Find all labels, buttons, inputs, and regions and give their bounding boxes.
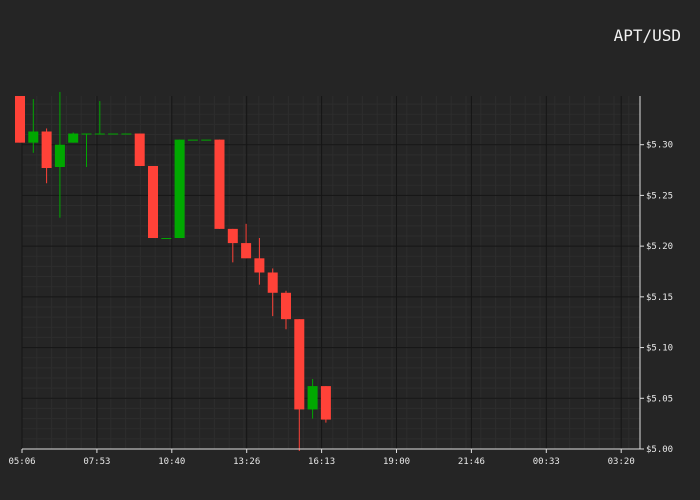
candle <box>161 238 172 240</box>
candle-body <box>15 96 25 143</box>
candle-body <box>281 292 291 320</box>
candle <box>41 128 52 184</box>
candle <box>241 223 252 259</box>
axes: $5.00 $5.05 $5.10 $5.15 $5.20 $5.25 $5.30 05:06… <box>8 96 673 467</box>
candle <box>121 133 132 135</box>
candle-body <box>294 319 305 410</box>
candle-body <box>214 139 225 229</box>
candle <box>307 379 318 419</box>
candle <box>148 165 158 239</box>
candle <box>28 99 39 153</box>
candle <box>81 133 92 168</box>
candle <box>320 386 331 423</box>
candle <box>187 139 198 141</box>
candle <box>294 319 305 452</box>
grid-lines <box>21 96 640 450</box>
y-tick-label: $5.30 <box>646 141 673 151</box>
candle <box>15 96 25 143</box>
chart-title: APT/USD <box>614 26 681 45</box>
x-tick-label: 19:00 <box>383 457 410 467</box>
y-tick-label: $5.15 <box>646 293 673 303</box>
candles <box>15 91 331 452</box>
x-tick-label: 13:26 <box>233 457 260 467</box>
candle <box>54 91 65 218</box>
candle-body <box>121 133 132 135</box>
x-tick-label: 10:40 <box>158 457 185 467</box>
candle-body <box>94 133 105 135</box>
candle <box>254 238 265 285</box>
candle <box>281 290 291 330</box>
candle <box>68 132 79 143</box>
y-tick-label: $5.10 <box>646 344 673 354</box>
candle-body <box>41 131 52 169</box>
candle-body <box>201 139 212 141</box>
candle-body <box>174 139 185 239</box>
candle-body <box>187 139 198 141</box>
y-tick-label: $5.25 <box>646 191 673 201</box>
candle-body <box>28 131 39 143</box>
candle-body <box>254 258 265 273</box>
x-tick-label: 21:46 <box>458 457 485 467</box>
x-tick-label: 00:33 <box>533 457 560 467</box>
candle-body <box>81 133 92 135</box>
candle-body <box>161 238 172 240</box>
candle <box>227 228 238 263</box>
y-tick-label: $5.05 <box>646 394 673 404</box>
candle-body <box>54 144 65 168</box>
x-tick-label: 03:20 <box>608 457 635 467</box>
candle-body <box>108 133 119 135</box>
candle <box>94 101 105 135</box>
x-tick-label: 07:53 <box>83 457 110 467</box>
candle-body <box>320 386 331 420</box>
candle <box>134 133 145 166</box>
candle-body <box>148 165 158 239</box>
candle <box>108 133 119 135</box>
candle-body <box>134 133 145 166</box>
candle-body <box>267 272 278 293</box>
x-tick-label: 16:13 <box>308 457 335 467</box>
candle <box>174 139 185 239</box>
candle <box>201 139 212 141</box>
candle-body <box>307 386 318 410</box>
y-tick-label: $5.20 <box>646 242 673 252</box>
candle <box>267 268 278 317</box>
candle-body <box>68 133 79 143</box>
candle-body <box>227 228 238 244</box>
y-tick-label: $5.00 <box>646 445 673 455</box>
candle-body <box>241 243 252 259</box>
x-tick-label: 05:06 <box>8 457 35 467</box>
candle <box>214 139 225 229</box>
